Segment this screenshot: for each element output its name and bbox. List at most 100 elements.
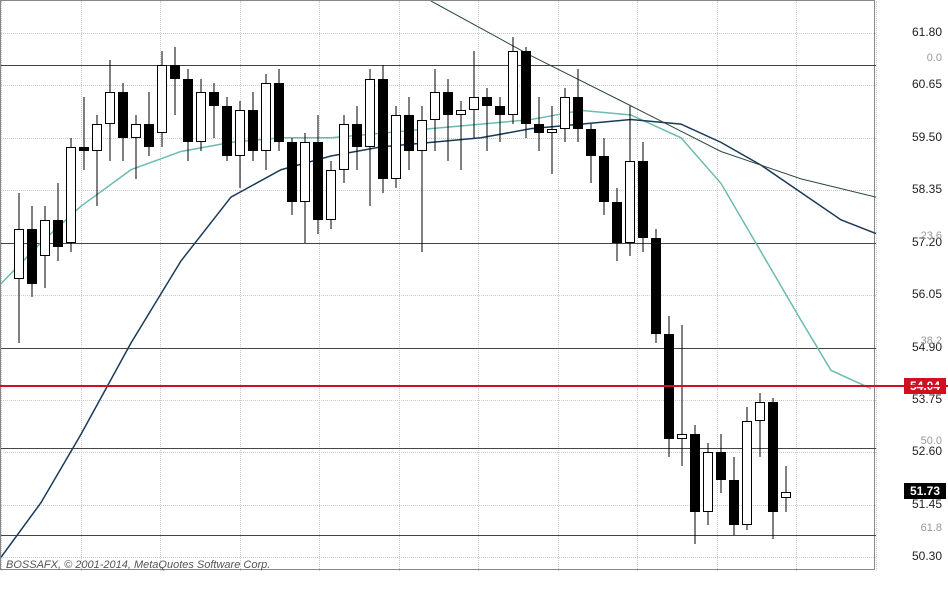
- grid-line-v: [717, 1, 718, 571]
- fib-line: [1, 348, 876, 349]
- candle-body: [391, 115, 401, 179]
- candle-body: [365, 79, 375, 147]
- candle-body: [92, 124, 102, 151]
- candle-body: [222, 106, 232, 156]
- candle-body: [755, 402, 765, 420]
- candle-body: [651, 238, 661, 334]
- fib-label: 50.0: [921, 435, 942, 447]
- y-tick-label: 56.05: [912, 287, 942, 301]
- candle-body: [14, 229, 24, 279]
- fib-label: 38.2: [921, 335, 942, 347]
- candle-body: [560, 97, 570, 129]
- candle-body: [235, 110, 245, 156]
- candle-body: [40, 220, 50, 256]
- grid-line-h: [1, 85, 876, 86]
- candle-wick: [448, 79, 449, 161]
- candle-body: [404, 115, 414, 151]
- candle-body: [443, 92, 453, 115]
- candle-body: [586, 129, 596, 156]
- y-axis: 50.3051.4552.6053.7554.9056.0557.2058.35…: [875, 0, 948, 570]
- candle-wick: [786, 466, 787, 512]
- candle-body: [131, 124, 141, 138]
- grid-line-h: [1, 400, 876, 401]
- fib-line: [1, 243, 876, 244]
- candle-wick: [175, 47, 176, 115]
- candle-wick: [552, 106, 553, 174]
- candle-body: [339, 124, 349, 170]
- fib-line: [1, 535, 876, 536]
- candle-wick: [474, 51, 475, 138]
- grid-line-h: [1, 138, 876, 139]
- candle-body: [105, 92, 115, 124]
- candle-wick: [682, 325, 683, 466]
- candle-body: [209, 92, 219, 106]
- candle-body: [274, 83, 284, 142]
- candle-body: [118, 92, 128, 138]
- candle-body: [417, 120, 427, 152]
- candle-body: [573, 97, 583, 129]
- grid-line-v: [319, 1, 320, 571]
- candle-body: [144, 124, 154, 147]
- candle-body: [677, 434, 687, 439]
- candle-body: [716, 452, 726, 479]
- candle-body: [469, 97, 479, 111]
- candle-body: [378, 79, 388, 179]
- candle-body: [742, 421, 752, 526]
- grid-line-v: [558, 1, 559, 571]
- candle-body: [456, 110, 466, 115]
- candle-body: [66, 147, 76, 243]
- candle-body: [170, 65, 180, 79]
- grid-line-h: [1, 295, 876, 296]
- candle-body: [768, 402, 778, 511]
- candle-body: [53, 220, 63, 247]
- candle-body: [352, 124, 362, 147]
- y-tick-label: 58.35: [912, 182, 942, 196]
- candle-body: [534, 124, 544, 133]
- candle-body: [495, 106, 505, 115]
- candle-body: [599, 156, 609, 202]
- candle-body: [547, 129, 557, 134]
- ma-line: [431, 1, 876, 197]
- copyright-text: BOSSAFX, © 2001-2014, MetaQuotes Softwar…: [6, 559, 270, 571]
- grid-line-h: [1, 190, 876, 191]
- candle-body: [248, 110, 258, 151]
- y-tick-label: 59.50: [912, 130, 942, 144]
- candle-wick: [84, 97, 85, 170]
- candle-body: [521, 51, 531, 124]
- candle-body: [79, 147, 89, 152]
- candle-body: [430, 92, 440, 119]
- price-badge: 51.73: [904, 483, 946, 499]
- candle-body: [196, 92, 206, 142]
- candle-wick: [500, 97, 501, 143]
- y-tick-label: 53.75: [912, 392, 942, 406]
- grid-line-v: [399, 1, 400, 571]
- fib-label: 0.0: [927, 52, 942, 64]
- grid-line-v: [637, 1, 638, 571]
- grid-line-v: [81, 1, 82, 571]
- candle-body: [638, 161, 648, 239]
- fib-line: [1, 65, 876, 66]
- candlestick-chart: 50.3051.4552.6053.7554.9056.0557.2058.35…: [0, 0, 948, 593]
- candle-body: [300, 142, 310, 201]
- grid-line-v: [478, 1, 479, 571]
- candle-body: [313, 142, 323, 220]
- grid-line-v: [1, 1, 2, 571]
- candle-body: [261, 83, 271, 151]
- candle-body: [157, 65, 167, 133]
- candle-body: [625, 161, 635, 243]
- y-tick-label: 50.30: [912, 549, 942, 563]
- fib-label: 23.6: [921, 230, 942, 242]
- candle-body: [183, 79, 193, 143]
- grid-line-v: [240, 1, 241, 571]
- candle-body: [729, 480, 739, 526]
- candle-body: [612, 202, 622, 243]
- candle-body: [690, 434, 700, 512]
- candle-body: [287, 142, 297, 201]
- y-tick-label: 60.65: [912, 77, 942, 91]
- price-line: [0, 385, 948, 387]
- y-tick-label: 61.80: [912, 25, 942, 39]
- candle-body: [326, 170, 336, 220]
- fib-label: 61.8: [921, 522, 942, 534]
- grid-line-v: [796, 1, 797, 571]
- candle-body: [27, 229, 37, 284]
